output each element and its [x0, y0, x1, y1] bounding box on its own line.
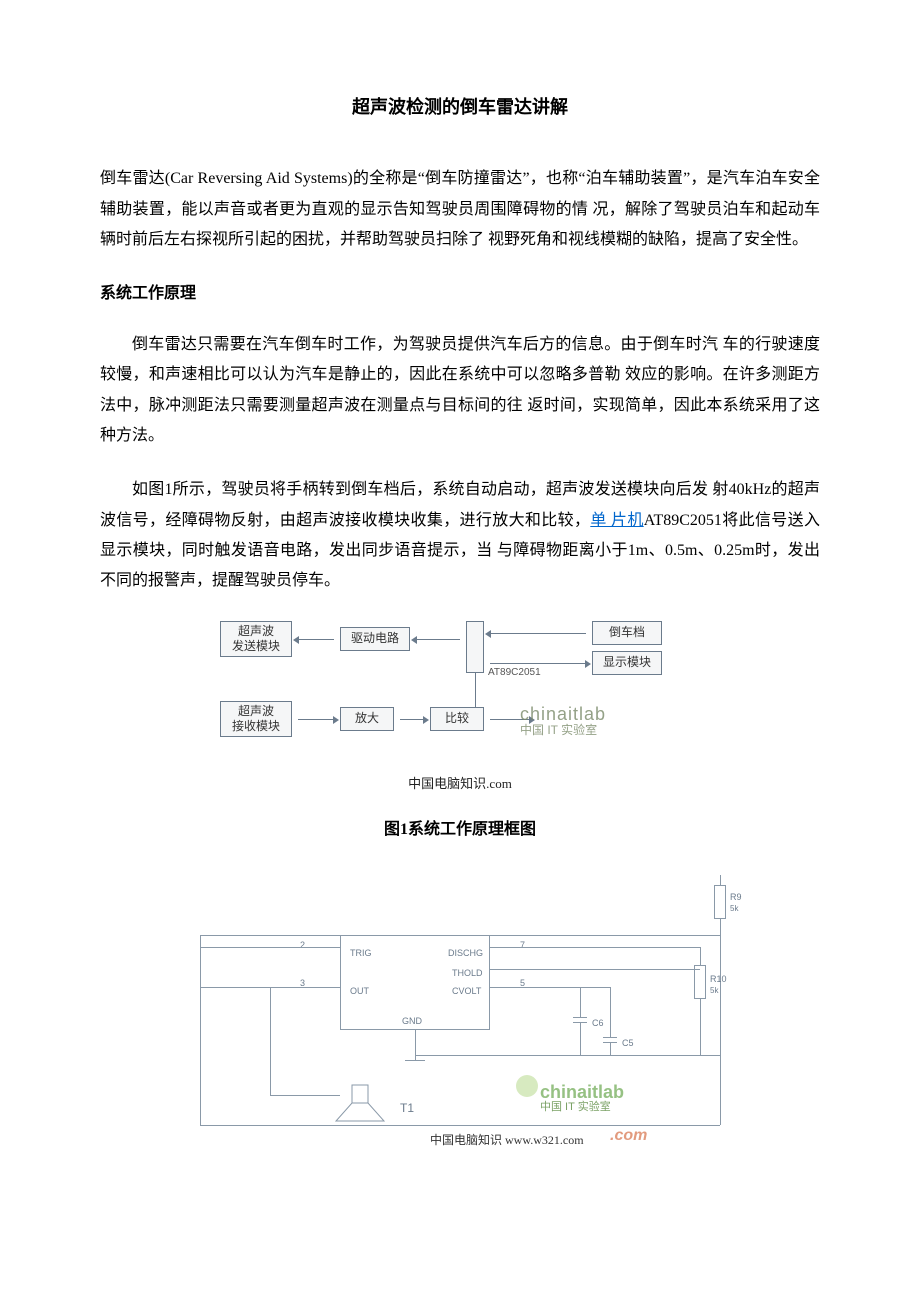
pin-cvolt: CVOLT: [452, 983, 481, 1000]
amp-box: 放大: [340, 707, 394, 731]
arrow: [298, 719, 334, 720]
c6-label: C6: [592, 1015, 604, 1032]
mcu-link[interactable]: 单 片机: [590, 512, 643, 529]
speaker: [330, 1075, 390, 1125]
pin-num-3: 3: [300, 975, 305, 992]
document-title: 超声波检测的倒车雷达讲解: [100, 90, 820, 124]
block-diagram: 超声波 发送模块 驱动电路 AT89C2051 倒车档 显示模块 超声波 接收模…: [220, 621, 700, 761]
pin-trig: TRIG: [350, 945, 372, 962]
arrow: [490, 663, 586, 664]
driver-box: 驱动电路: [340, 627, 410, 651]
intro-paragraph: 倒车雷达(Car Reversing Aid Systems)的全称是“倒车防撞…: [100, 164, 820, 255]
pin-out: OUT: [350, 983, 369, 1000]
figure-2: TRIG OUT DISCHG THOLD CVOLT GND 2 3 7 5: [100, 875, 820, 1166]
section-heading: 系统工作原理: [100, 279, 820, 309]
compare-box: 比较: [430, 707, 484, 731]
r9-value: 5k: [730, 901, 738, 916]
sub-caption-1: 中国电脑知识.com: [100, 772, 820, 797]
pin-gnd: GND: [402, 1013, 422, 1030]
arrow: [298, 639, 334, 640]
t1-label: T1: [400, 1097, 414, 1120]
c5-label: C5: [622, 1035, 634, 1052]
arrow: [416, 639, 460, 640]
reverse-gear-box: 倒车档: [592, 621, 662, 645]
watermark-sub: 中国 IT 实验室: [520, 719, 597, 742]
rx-module-box: 超声波 接收模块: [220, 701, 292, 737]
arrow: [490, 633, 586, 634]
r10: [694, 965, 706, 999]
pin-num-5: 5: [520, 975, 525, 992]
paragraph-1: 倒车雷达只需要在汽车倒车时工作，为驾驶员提供汽车后方的信息。由于倒车时汽 车的行…: [100, 330, 820, 452]
display-module-box: 显示模块: [592, 651, 662, 675]
pin-num-2: 2: [300, 937, 305, 954]
figure-1: 超声波 发送模块 驱动电路 AT89C2051 倒车档 显示模块 超声波 接收模…: [100, 621, 820, 797]
circuit-diagram: TRIG OUT DISCHG THOLD CVOLT GND 2 3 7 5: [180, 875, 740, 1155]
paragraph-2: 如图1所示，驾驶员将手柄转到倒车档后，系统自动启动，超声波发送模块向后发 射40…: [100, 475, 820, 597]
r9: [714, 885, 726, 919]
arrow: [400, 719, 424, 720]
tx-module-box: 超声波 发送模块: [220, 621, 292, 657]
circuit-watermark-sub: 中国 IT 实验室: [540, 1097, 611, 1118]
figure-1-caption: 图1系统工作原理框图: [100, 815, 820, 845]
pin-num-7: 7: [520, 937, 525, 954]
circuit-bottom-text: 中国电脑知识 www.w321.com: [430, 1129, 584, 1152]
mcu-label: AT89C2051: [488, 663, 541, 682]
decorative-text: .com: [610, 1121, 647, 1151]
r10-value: 5k: [710, 983, 718, 998]
mcu-box: [466, 621, 484, 673]
pin-thold: THOLD: [452, 965, 483, 982]
document-page: 超声波检测的倒车雷达讲解 倒车雷达(Car Reversing Aid Syst…: [0, 0, 920, 1207]
logo-circle: [516, 1075, 538, 1097]
arrow: [475, 673, 476, 707]
pin-dischg: DISCHG: [448, 945, 483, 962]
